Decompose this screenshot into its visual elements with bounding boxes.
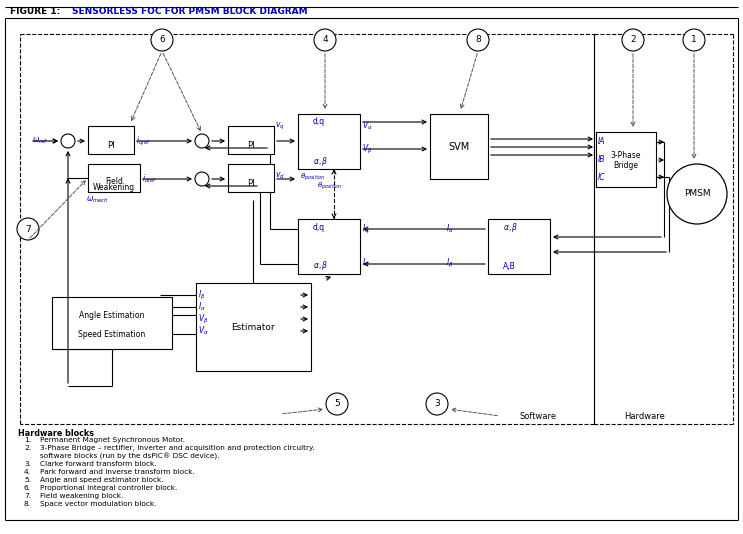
Text: 3-Phase: 3-Phase — [611, 151, 641, 160]
Text: Software: Software — [520, 412, 557, 421]
Circle shape — [195, 134, 209, 148]
Text: PI: PI — [247, 179, 255, 189]
Text: Space vector modulation block.: Space vector modulation block. — [40, 501, 157, 507]
Text: $v_d$: $v_d$ — [275, 171, 285, 181]
Circle shape — [61, 134, 75, 148]
Text: $I_\alpha$: $I_\alpha$ — [446, 223, 454, 235]
Text: SENSORLESS FOC FOR PMSM BLOCK DIAGRAM: SENSORLESS FOC FOR PMSM BLOCK DIAGRAM — [72, 7, 308, 17]
Text: 5: 5 — [334, 399, 340, 409]
Text: 7: 7 — [25, 224, 31, 233]
Text: A,B: A,B — [503, 262, 516, 271]
Text: $V_\beta$: $V_\beta$ — [362, 143, 372, 155]
Text: $\alpha,\beta$: $\alpha,\beta$ — [503, 221, 519, 233]
Bar — [88, 164, 140, 192]
Text: Permanent Magnet Synchronous Motor.: Permanent Magnet Synchronous Motor. — [40, 437, 185, 443]
Text: 4: 4 — [322, 35, 328, 44]
Text: IB: IB — [598, 155, 606, 164]
Circle shape — [667, 164, 727, 224]
Text: $I_\alpha$: $I_\alpha$ — [198, 301, 206, 313]
Text: 6: 6 — [159, 35, 165, 44]
Text: 8.: 8. — [24, 501, 31, 507]
Bar — [596, 132, 656, 187]
Bar — [488, 219, 550, 274]
Text: Proportional Integral controller block.: Proportional Integral controller block. — [40, 485, 178, 491]
Bar — [298, 114, 360, 169]
Text: $\alpha,\beta$: $\alpha,\beta$ — [313, 260, 328, 272]
Text: PI: PI — [107, 142, 115, 151]
Text: $I_\beta$: $I_\beta$ — [198, 288, 206, 302]
Text: 6.: 6. — [24, 485, 31, 491]
Text: Hardware blocks: Hardware blocks — [18, 429, 94, 438]
Text: Angle and speed estimator block.: Angle and speed estimator block. — [40, 477, 163, 483]
Circle shape — [314, 29, 336, 51]
Bar — [228, 164, 274, 192]
Text: Speed Estimation: Speed Estimation — [78, 330, 146, 339]
Circle shape — [683, 29, 705, 51]
Text: 3: 3 — [434, 399, 440, 409]
Text: IC: IC — [598, 172, 606, 182]
Text: SVM: SVM — [448, 142, 470, 152]
Circle shape — [17, 218, 39, 240]
Text: 1: 1 — [691, 35, 697, 44]
Text: $\theta_{position}$: $\theta_{position}$ — [317, 180, 343, 192]
Text: Estimator: Estimator — [231, 323, 275, 332]
Text: 2: 2 — [630, 35, 636, 44]
Bar — [196, 283, 311, 371]
Bar — [430, 114, 488, 179]
Text: FIGURE 1:: FIGURE 1: — [10, 7, 60, 17]
Text: $I_d$: $I_d$ — [362, 257, 370, 269]
Text: Field weakening block.: Field weakening block. — [40, 493, 123, 499]
Text: $\alpha,\beta$: $\alpha,\beta$ — [313, 154, 328, 168]
Text: PMSM: PMSM — [684, 190, 710, 199]
Text: 7.: 7. — [24, 493, 31, 499]
Text: $I_q$: $I_q$ — [362, 223, 369, 235]
Circle shape — [622, 29, 644, 51]
Circle shape — [151, 29, 173, 51]
Text: $V_\beta$: $V_\beta$ — [198, 312, 209, 326]
Bar — [52, 297, 172, 349]
Text: $\omega_{ref}$: $\omega_{ref}$ — [32, 136, 48, 146]
Text: Field: Field — [105, 177, 123, 185]
Text: IA: IA — [598, 137, 606, 146]
Text: Hardware: Hardware — [624, 412, 665, 421]
Circle shape — [426, 393, 448, 415]
Bar — [88, 126, 134, 154]
Circle shape — [326, 393, 348, 415]
Text: $\theta_{position}$: $\theta_{position}$ — [300, 171, 325, 183]
Text: Angle Estimation: Angle Estimation — [80, 311, 145, 320]
Text: $i_{qref}$: $i_{qref}$ — [136, 135, 152, 147]
Bar — [298, 219, 360, 274]
Text: Clarke forward transform block.: Clarke forward transform block. — [40, 461, 157, 467]
Text: Park forward and inverse transform block.: Park forward and inverse transform block… — [40, 469, 195, 475]
Text: d,q: d,q — [313, 223, 325, 232]
Text: $i_{dref}$: $i_{dref}$ — [142, 173, 158, 185]
Text: software blocks (run by the dsPIC® DSC device).: software blocks (run by the dsPIC® DSC d… — [40, 453, 220, 460]
Bar — [228, 126, 274, 154]
Text: $V_\alpha$: $V_\alpha$ — [362, 120, 373, 132]
Text: 4.: 4. — [24, 469, 31, 475]
Text: PI: PI — [247, 142, 255, 151]
Text: $v_q$: $v_q$ — [275, 121, 285, 131]
Circle shape — [195, 172, 209, 186]
Text: 3-Phase Bridge – rectifier, inverter and acquisition and protection circuitry.: 3-Phase Bridge – rectifier, inverter and… — [40, 445, 315, 451]
Text: 2.: 2. — [24, 445, 31, 451]
Circle shape — [467, 29, 489, 51]
Text: 3.: 3. — [24, 461, 31, 467]
Text: Weakening: Weakening — [93, 184, 135, 192]
Text: $\omega_{mech}$: $\omega_{mech}$ — [86, 195, 109, 205]
Text: d,q: d,q — [313, 117, 325, 127]
Text: $V_\alpha$: $V_\alpha$ — [198, 325, 209, 337]
Text: 8: 8 — [475, 35, 481, 44]
Text: $I_\beta$: $I_\beta$ — [446, 256, 453, 270]
Text: 1.: 1. — [24, 437, 31, 443]
Text: 5.: 5. — [24, 477, 31, 483]
Text: Bridge: Bridge — [614, 161, 638, 169]
